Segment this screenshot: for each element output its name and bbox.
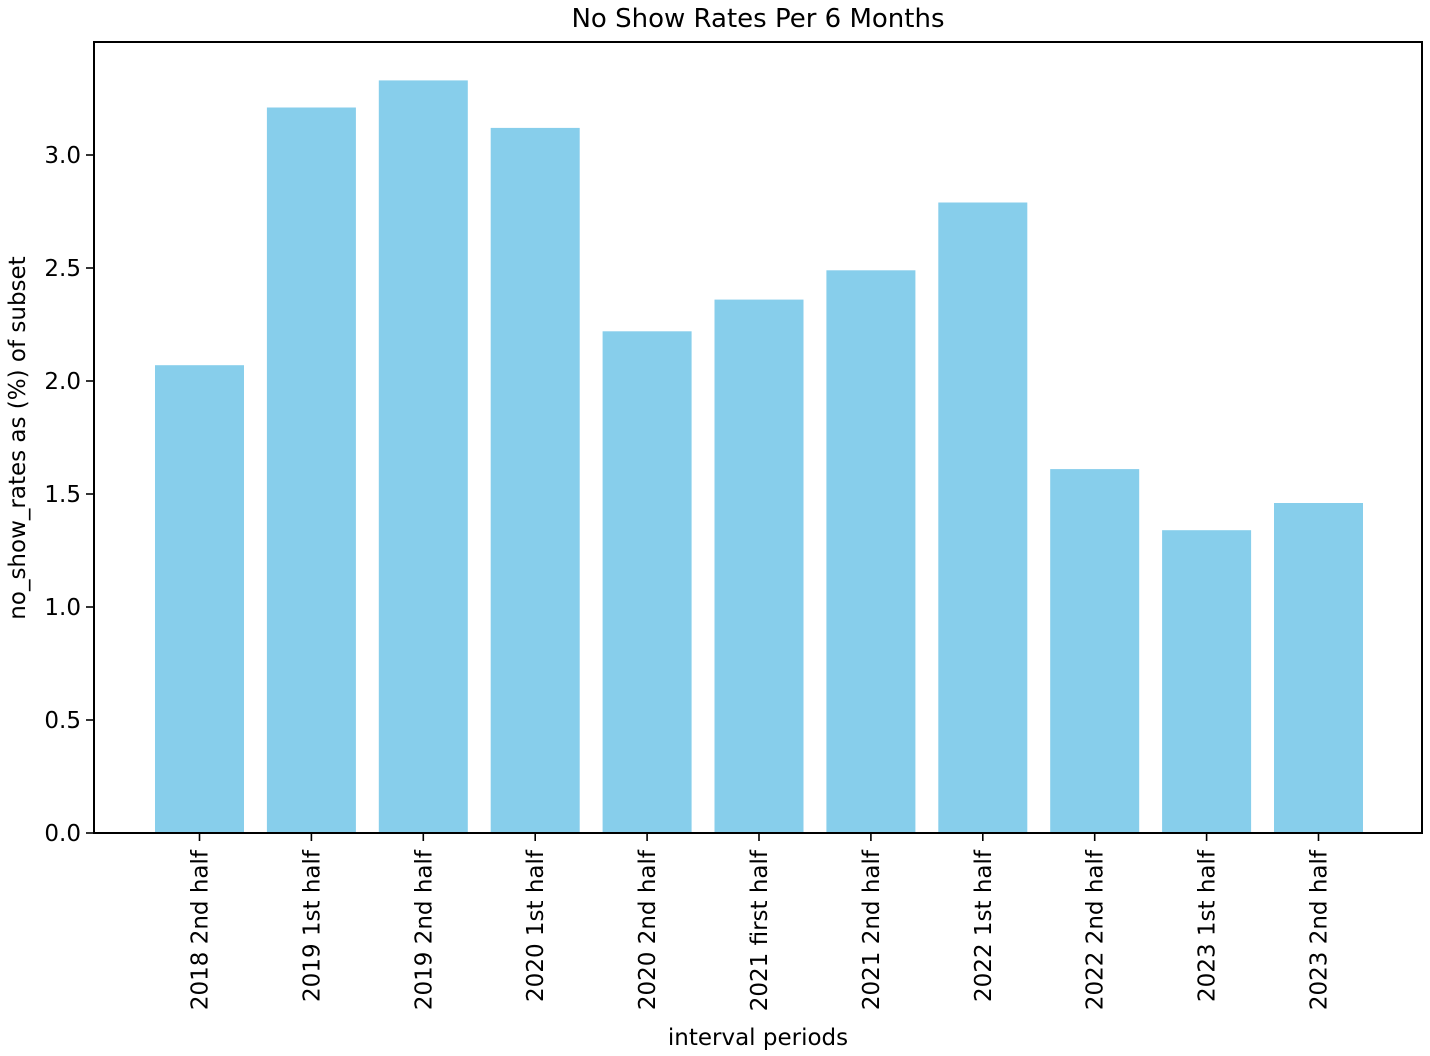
y-axis: 0.0 0.5 1.0 1.5 2.0 2.5 3.0 <box>44 143 94 847</box>
x-tick-label: 2023 2nd half <box>1307 849 1333 1010</box>
x-tick-label: 2020 2nd half <box>635 849 661 1010</box>
bars-group <box>155 80 1363 834</box>
x-tick-label: 2019 2nd half <box>411 849 437 1010</box>
bar <box>938 202 1028 833</box>
bar <box>1050 469 1140 833</box>
y-tick-label: 2.0 <box>44 369 81 395</box>
bar <box>1274 503 1363 833</box>
bar <box>826 270 916 833</box>
bar <box>378 80 468 833</box>
chart-title: No Show Rates Per 6 Months <box>571 4 944 34</box>
x-tick-label: 2021 2nd half <box>859 849 885 1010</box>
y-tick-label: 0.5 <box>44 708 81 734</box>
x-tick-label: 2022 1st half <box>971 849 997 1002</box>
bar <box>490 127 580 833</box>
y-axis-label: no_show_rates as (%) of subset <box>5 256 31 619</box>
y-tick-label: 1.5 <box>44 482 81 508</box>
bar <box>1162 530 1252 833</box>
y-tick-label: 3.0 <box>44 143 81 169</box>
x-tick-label: 2020 1st half <box>523 849 549 1002</box>
x-tick-label: 2018 2nd half <box>188 849 214 1010</box>
x-axis: 2018 2nd half 2019 1st half 2019 2nd half 2… <box>188 833 1333 1011</box>
x-tick-label: 2023 1st half <box>1195 849 1221 1002</box>
x-axis-label: interval periods <box>668 1025 848 1051</box>
y-tick-label: 1.0 <box>44 595 81 621</box>
bar <box>155 365 244 833</box>
x-tick-label: 2022 2nd half <box>1083 849 1109 1010</box>
bar <box>266 107 356 833</box>
y-tick-label: 2.5 <box>44 256 81 282</box>
x-tick-label: 2021 first half <box>747 849 773 1011</box>
bar <box>602 331 692 833</box>
bar <box>714 299 804 834</box>
x-tick-label: 2019 1st half <box>299 849 325 1002</box>
plot-frame <box>93 41 1423 834</box>
y-tick-label: 0.0 <box>44 821 81 847</box>
